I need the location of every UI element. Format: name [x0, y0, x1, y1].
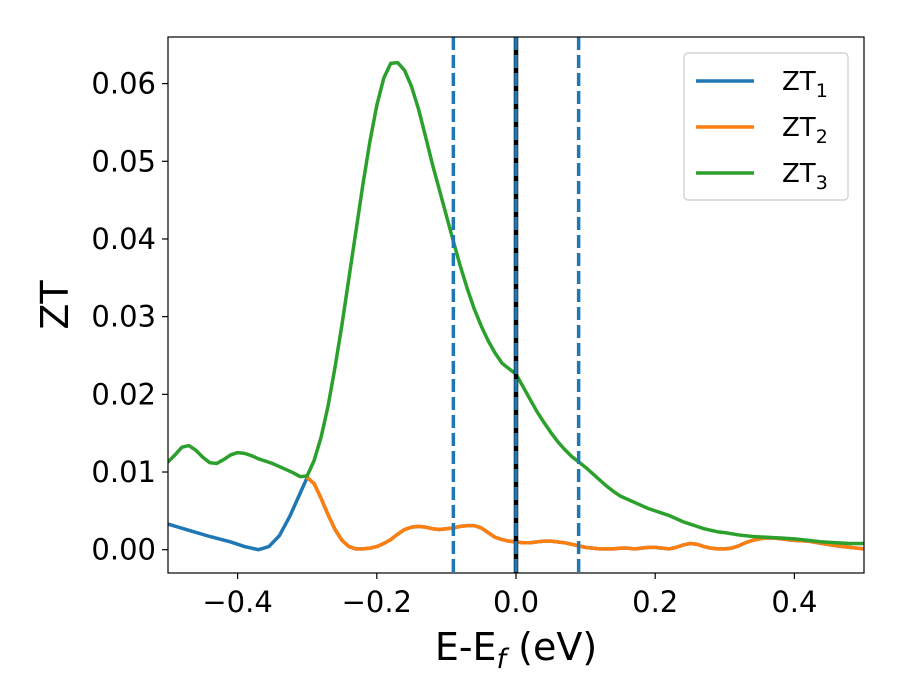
- plot-area: [168, 37, 864, 573]
- series-line-zt3: [168, 60, 864, 546]
- y-tick-label: 0.04: [91, 222, 156, 256]
- x-axis-label: E-Ef (eV): [435, 625, 597, 675]
- y-axis-label: ZT: [33, 280, 77, 330]
- y-tick-label: 0.06: [91, 67, 156, 101]
- x-tick-label: 0.4: [771, 585, 817, 619]
- legend-label-zt2: ZT2: [782, 113, 828, 148]
- y-tick-label: 0.01: [91, 455, 156, 489]
- series-line-zt2: [305, 475, 864, 551]
- x-tick-label: −0.2: [342, 585, 412, 619]
- x-tick-label: 0.0: [493, 585, 539, 619]
- legend: ZT1 ZT2 ZT3: [683, 52, 849, 201]
- y-tick-label: 0.00: [91, 533, 156, 567]
- legend-label-zt1: ZT1: [782, 67, 828, 102]
- y-tick-label: 0.03: [91, 300, 156, 334]
- x-tick-label: 0.2: [632, 585, 678, 619]
- axes: −0.4 −0.2 0.0 0.2 0.4 0.00 0.01 0.02 0.03 0.04 0.0…: [33, 36, 865, 675]
- x-tick-label: −0.4: [202, 585, 272, 619]
- y-tick-label: 0.02: [91, 377, 156, 411]
- legend-box: [683, 52, 849, 201]
- legend-label-zt3: ZT3: [782, 159, 828, 194]
- y-tick-label: 0.05: [91, 144, 156, 178]
